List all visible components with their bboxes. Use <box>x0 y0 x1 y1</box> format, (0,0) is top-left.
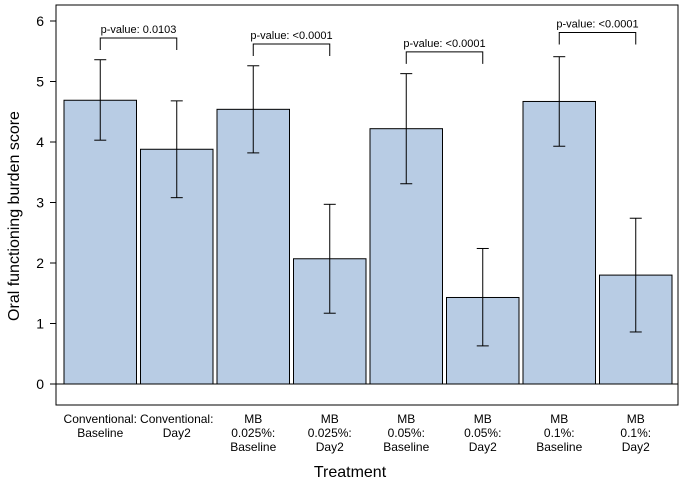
category-label-5-line-3: Baseline <box>383 440 429 454</box>
bracket-line <box>99 37 178 50</box>
significance-bracket-3: p-value: <0.0001 <box>403 38 486 64</box>
axes-group: 0 1 2 3 4 5 6 <box>36 4 679 406</box>
significance-bracket-1: p-value: 0.0103 <box>99 24 178 50</box>
error-bar-3 <box>247 65 260 154</box>
category-label-1-line-1: Conventional: <box>64 412 137 426</box>
category-label-8-line-3: Day2 <box>622 440 650 454</box>
error-bar-5 <box>400 73 413 185</box>
category-label-8-line-1: MB <box>627 412 645 426</box>
plot-frame <box>55 4 679 406</box>
category-label-7-line-3: Baseline <box>536 440 582 454</box>
y-tick-label-4: 4 <box>36 134 44 150</box>
category-label-6-line-3: Day2 <box>469 440 497 454</box>
y-tick-label-1: 1 <box>36 316 44 332</box>
bracket-line <box>252 43 331 56</box>
category-label-3-line-1: MB <box>244 412 262 426</box>
p-value-label-2: p-value: <0.0001 <box>250 30 332 42</box>
category-label-3-line-3: Baseline <box>230 440 276 454</box>
bar-3 <box>216 108 290 385</box>
y-tick-label-3: 3 <box>36 195 44 211</box>
annotations-group: p-value: 0.0103 p-value: <0.0001 p-value: … <box>99 18 639 64</box>
bracket-line <box>405 51 484 64</box>
category-label-2-line-2: Day2 <box>163 426 191 440</box>
category-label-7-line-1: MB <box>550 412 568 426</box>
error-bar-1 <box>94 59 107 141</box>
error-bar-8 <box>629 217 642 333</box>
category-label-5-line-2: 0.05%: <box>388 426 425 440</box>
category-label-6-line-1: MB <box>474 412 492 426</box>
bar-7 <box>522 100 596 385</box>
category-label-4-line-2: 0.025%: <box>308 426 352 440</box>
error-bar-4 <box>323 203 336 314</box>
significance-bracket-4: p-value: <0.0001 <box>556 18 639 45</box>
p-value-label-3: p-value: <0.0001 <box>403 38 485 50</box>
y-tick-label-5: 5 <box>36 74 44 90</box>
category-label-2-line-1: Conventional: <box>140 412 213 426</box>
category-label-5-line-1: MB <box>397 412 415 426</box>
bar-1 <box>63 99 137 385</box>
error-bar-2 <box>170 100 183 199</box>
category-label-4-line-1: MB <box>321 412 339 426</box>
error-bar-6 <box>476 247 489 347</box>
p-value-label-1: p-value: 0.0103 <box>101 24 177 36</box>
error-bars-group <box>94 56 642 347</box>
category-label-3-line-2: 0.025%: <box>231 426 275 440</box>
category-labels-group: Conventional:BaselineConventional:Day2MB… <box>64 412 652 454</box>
error-bar-7 <box>553 56 566 147</box>
category-label-4-line-3: Day2 <box>316 440 344 454</box>
category-label-8-line-2: 0.1%: <box>620 426 651 440</box>
y-axis-title: Oral functioning burden score <box>6 111 23 321</box>
category-label-1-line-2: Baseline <box>77 426 123 440</box>
y-tick-label-6: 6 <box>36 13 44 29</box>
p-value-label-4: p-value: <0.0001 <box>556 18 638 30</box>
category-label-6-line-2: 0.05%: <box>464 426 501 440</box>
bars-group <box>63 99 673 385</box>
category-label-7-line-2: 0.1%: <box>544 426 575 440</box>
y-tick-label-2: 2 <box>36 255 44 271</box>
x-axis-title: Treatment <box>314 464 387 481</box>
y-tick-label-0: 0 <box>36 376 44 392</box>
significance-bracket-2: p-value: <0.0001 <box>250 30 333 56</box>
bracket-line <box>558 31 637 45</box>
